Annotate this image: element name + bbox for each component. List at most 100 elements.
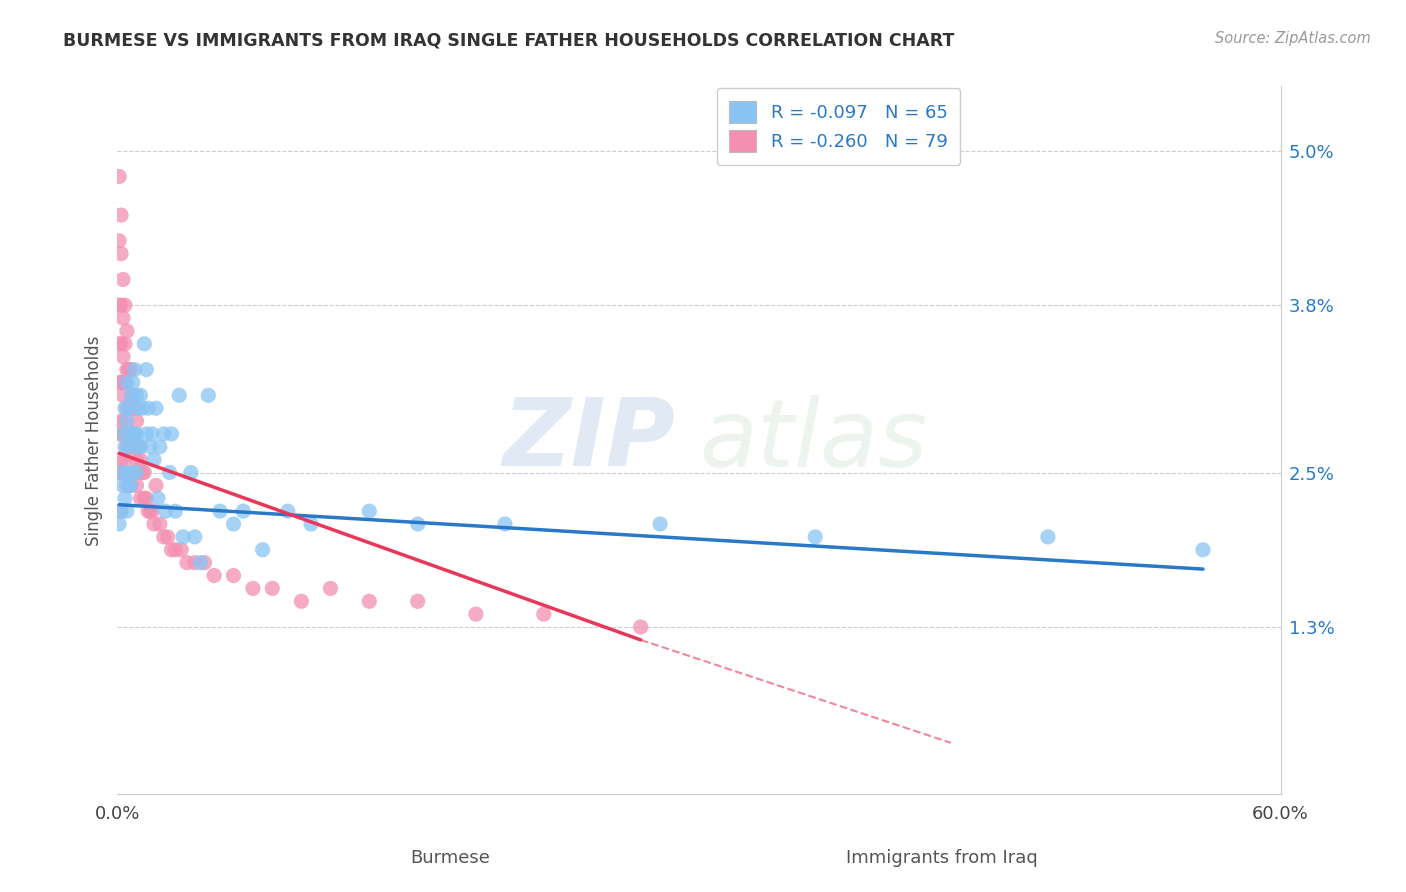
Point bbox=[111, 350, 134, 364]
Point bbox=[359, 504, 381, 518]
Point bbox=[172, 530, 194, 544]
Point bbox=[118, 440, 141, 454]
Point bbox=[108, 516, 131, 531]
Point bbox=[262, 582, 284, 596]
Point bbox=[125, 466, 148, 480]
Point bbox=[208, 504, 231, 518]
Point bbox=[145, 478, 167, 492]
Text: ZIP: ZIP bbox=[503, 394, 676, 486]
Point bbox=[111, 311, 134, 326]
Point bbox=[125, 414, 148, 428]
Point bbox=[128, 440, 150, 454]
Point bbox=[143, 452, 166, 467]
Point bbox=[152, 426, 174, 441]
Y-axis label: Single Father Households: Single Father Households bbox=[86, 335, 103, 546]
Point bbox=[110, 466, 132, 480]
Point bbox=[115, 401, 138, 416]
Point bbox=[121, 466, 143, 480]
Point bbox=[115, 376, 138, 390]
Point bbox=[115, 324, 138, 338]
Point bbox=[190, 556, 212, 570]
Point bbox=[146, 491, 169, 506]
Point bbox=[156, 530, 179, 544]
Point bbox=[125, 388, 148, 402]
Point bbox=[111, 426, 134, 441]
Point bbox=[145, 401, 167, 416]
Point bbox=[193, 556, 215, 570]
Point bbox=[290, 594, 312, 608]
Text: Immigrants from Iraq: Immigrants from Iraq bbox=[846, 849, 1038, 867]
Point bbox=[110, 298, 132, 312]
Point bbox=[232, 504, 254, 518]
Point bbox=[114, 336, 136, 351]
Point bbox=[176, 556, 198, 570]
Point bbox=[134, 491, 156, 506]
Point bbox=[139, 440, 162, 454]
Point bbox=[110, 414, 132, 428]
Point bbox=[180, 466, 202, 480]
Point bbox=[128, 401, 150, 416]
Point bbox=[115, 466, 138, 480]
Point bbox=[121, 426, 143, 441]
Point bbox=[111, 272, 134, 286]
Point bbox=[131, 401, 153, 416]
Point bbox=[125, 426, 148, 441]
Point bbox=[1192, 542, 1215, 557]
Point bbox=[406, 516, 429, 531]
Point bbox=[108, 336, 131, 351]
Point bbox=[114, 452, 136, 467]
Point bbox=[125, 452, 148, 467]
Point bbox=[152, 530, 174, 544]
Point bbox=[129, 491, 152, 506]
Point bbox=[630, 620, 652, 634]
Point bbox=[118, 401, 141, 416]
Point bbox=[1036, 530, 1059, 544]
Point bbox=[134, 466, 156, 480]
Point bbox=[111, 466, 134, 480]
Point bbox=[160, 542, 183, 557]
Point bbox=[359, 594, 381, 608]
Point bbox=[110, 336, 132, 351]
Point bbox=[533, 607, 555, 622]
Point bbox=[120, 426, 142, 441]
Point bbox=[114, 376, 136, 390]
Point bbox=[114, 491, 136, 506]
Point bbox=[118, 478, 141, 492]
Point bbox=[464, 607, 486, 622]
Point bbox=[115, 414, 138, 428]
Point bbox=[252, 542, 274, 557]
Point bbox=[121, 376, 143, 390]
Point bbox=[120, 478, 142, 492]
Text: Source: ZipAtlas.com: Source: ZipAtlas.com bbox=[1215, 31, 1371, 46]
Point bbox=[242, 582, 264, 596]
Point bbox=[108, 376, 131, 390]
Point bbox=[108, 234, 131, 248]
Point bbox=[115, 362, 138, 376]
Point bbox=[129, 388, 152, 402]
Point bbox=[202, 568, 225, 582]
Point bbox=[108, 426, 131, 441]
Point bbox=[121, 426, 143, 441]
Point bbox=[277, 504, 299, 518]
Point bbox=[124, 440, 146, 454]
Point bbox=[120, 440, 142, 454]
Point bbox=[121, 466, 143, 480]
Point bbox=[494, 516, 516, 531]
Point bbox=[648, 516, 671, 531]
Point bbox=[155, 504, 177, 518]
Point bbox=[115, 504, 138, 518]
Point bbox=[128, 440, 150, 454]
Point bbox=[114, 298, 136, 312]
Point bbox=[135, 491, 157, 506]
Point bbox=[143, 516, 166, 531]
Point bbox=[141, 504, 163, 518]
Point bbox=[108, 169, 131, 184]
Point bbox=[108, 466, 131, 480]
Point bbox=[222, 516, 245, 531]
Point bbox=[406, 594, 429, 608]
Point bbox=[120, 401, 142, 416]
Point bbox=[167, 388, 190, 402]
Point bbox=[110, 504, 132, 518]
Point bbox=[114, 414, 136, 428]
Point bbox=[134, 336, 156, 351]
